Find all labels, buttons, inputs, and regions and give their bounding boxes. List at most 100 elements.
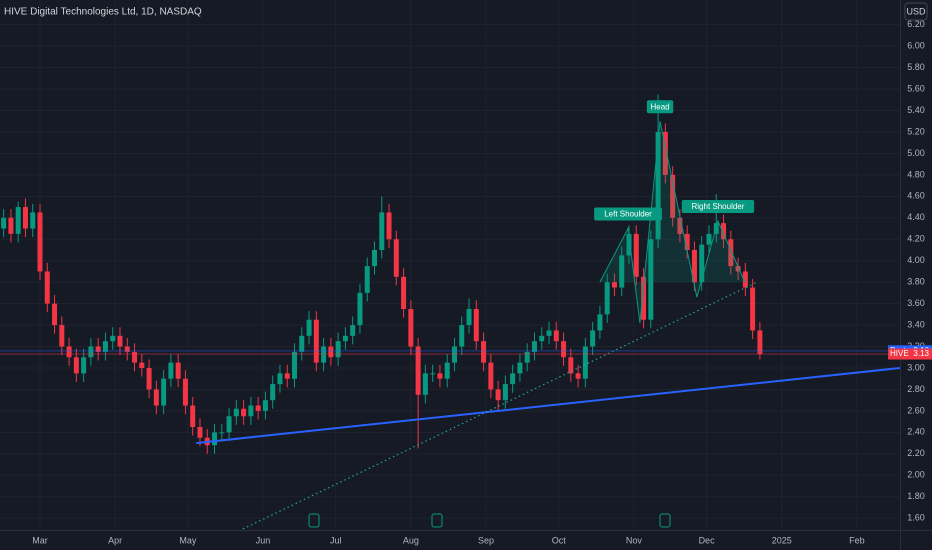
candle-body xyxy=(37,212,43,272)
candle-body xyxy=(153,389,159,406)
axes: 1.601.802.002.202.402.602.803.003.203.40… xyxy=(32,19,932,545)
x-tick-label: Feb xyxy=(849,535,865,545)
candle-body xyxy=(539,335,545,342)
y-tick-label: 2.40 xyxy=(907,427,925,437)
candle-body xyxy=(1,217,7,229)
candle-body xyxy=(459,325,465,347)
y-tick-label: 2.60 xyxy=(907,405,925,415)
candle-body xyxy=(8,217,14,234)
candle-body xyxy=(292,351,298,379)
candle-body xyxy=(481,341,487,363)
candle-body xyxy=(284,373,290,379)
candle-body xyxy=(590,330,596,347)
candle-body xyxy=(524,351,530,363)
candle-body xyxy=(495,389,501,401)
candle-body xyxy=(161,378,167,406)
candle-body xyxy=(582,346,588,379)
candle-body xyxy=(451,346,457,363)
candle-body xyxy=(473,308,479,342)
candle-body xyxy=(597,314,603,331)
candle-body xyxy=(510,373,516,385)
x-tick-label: Mar xyxy=(32,535,48,545)
y-tick-label: 1.80 xyxy=(907,491,925,501)
currency-button[interactable] xyxy=(904,2,928,21)
pattern-label: Right Shoulder xyxy=(692,202,745,211)
price-tag-value: 3.13 xyxy=(913,349,929,358)
candle-body xyxy=(342,335,348,342)
candle-body xyxy=(328,346,334,358)
price-tag-label: HIVE xyxy=(890,349,909,358)
candle-body xyxy=(306,319,312,336)
candle-body xyxy=(466,308,472,326)
candle-body xyxy=(132,351,138,363)
chart-title: HIVE Digital Technologies Ltd, 1D, NASDA… xyxy=(4,7,202,18)
y-tick-label: 3.80 xyxy=(907,277,925,287)
candle-body xyxy=(706,233,712,245)
candle-body xyxy=(401,276,407,309)
candle-body xyxy=(641,276,647,320)
x-tick-label: 2025 xyxy=(772,535,792,545)
y-tick-label: 5.20 xyxy=(907,126,925,136)
candle-body xyxy=(648,239,654,320)
candle-body xyxy=(270,384,276,401)
pattern-label-box xyxy=(594,207,662,221)
candle-body xyxy=(626,233,632,256)
candle-body xyxy=(168,362,174,379)
candle-body xyxy=(175,362,181,379)
y-tick-label: 3.60 xyxy=(907,298,925,308)
candle-body xyxy=(575,373,581,379)
candle-body xyxy=(721,223,727,240)
candle-body xyxy=(110,335,116,342)
y-tick-label: 6.00 xyxy=(907,41,925,51)
pattern-label: Head xyxy=(650,102,669,111)
candle-body xyxy=(248,405,254,417)
earnings-icon[interactable] xyxy=(659,513,671,528)
candle-body xyxy=(531,341,537,352)
y-tick-label: 2.20 xyxy=(907,448,925,458)
candle-body xyxy=(408,308,414,347)
candle-body xyxy=(219,432,225,434)
trend-line xyxy=(195,367,901,445)
candle-body xyxy=(561,341,567,358)
currency-label[interactable]: USD xyxy=(906,6,926,16)
y-tick-label: 1.60 xyxy=(907,513,925,523)
candle-body xyxy=(73,357,79,374)
x-tick-label: Dec xyxy=(699,535,716,545)
price-tag xyxy=(888,348,932,360)
candle-body xyxy=(517,362,523,374)
x-tick-label: Aug xyxy=(403,535,419,545)
y-tick-label: 5.60 xyxy=(907,83,925,93)
y-tick-label: 2.00 xyxy=(907,470,925,480)
candle-body xyxy=(81,357,87,374)
candle-body xyxy=(262,400,268,411)
candle-body xyxy=(611,282,617,288)
candle-body xyxy=(15,207,21,234)
y-tick-label: 3.40 xyxy=(907,319,925,329)
earnings-icon[interactable] xyxy=(308,513,320,528)
candle-body xyxy=(313,319,319,363)
candle-body xyxy=(357,292,363,326)
pattern-label: Left Shoulder xyxy=(604,210,652,219)
candle-body xyxy=(735,266,741,272)
candle-body xyxy=(742,271,748,288)
x-tick-label: Oct xyxy=(552,535,567,545)
candle-body xyxy=(568,357,574,374)
candle-body xyxy=(655,131,661,240)
candle-body xyxy=(633,233,639,277)
candle-body xyxy=(684,233,690,250)
y-tick-label: 4.60 xyxy=(907,191,925,201)
candle-body xyxy=(444,362,450,379)
candle-body xyxy=(197,427,203,438)
y-tick-label: 2.80 xyxy=(907,384,925,394)
candle-body xyxy=(22,207,28,229)
candle-body xyxy=(662,131,668,175)
candle-body xyxy=(59,325,65,347)
y-tick-label: 6.20 xyxy=(907,19,925,29)
candle-body xyxy=(117,335,123,347)
candle-body xyxy=(190,405,196,428)
x-tick-label: May xyxy=(179,535,197,545)
candle-body xyxy=(95,346,101,352)
earnings-icon[interactable] xyxy=(431,513,443,528)
